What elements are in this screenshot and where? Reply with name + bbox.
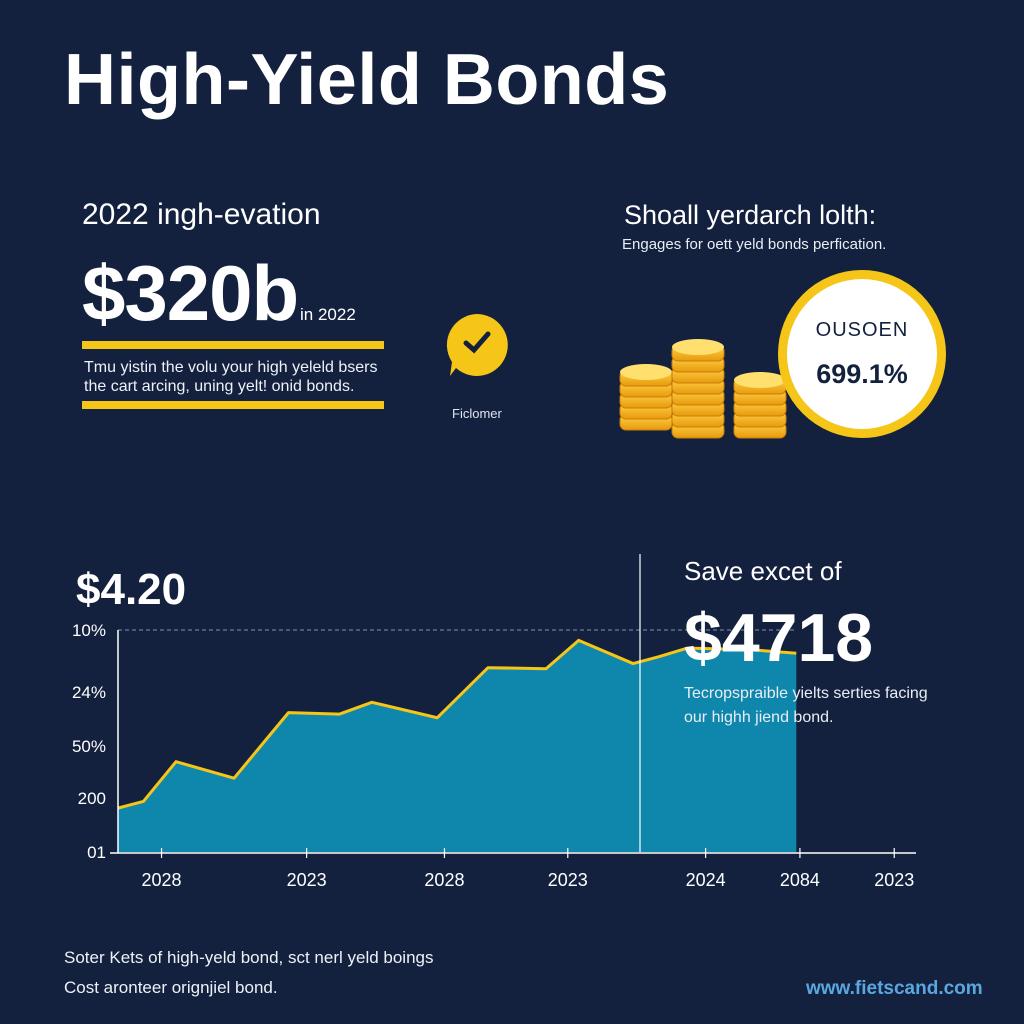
area-fill (118, 640, 797, 852)
y-tick-label: 10% (72, 621, 106, 640)
y-tick-label: 01 (87, 843, 106, 862)
x-tick-label: 2028 (424, 870, 464, 890)
yield-area-chart: 10% 24% 50% 200 01 2028 2023 2028 2023 2024 2084 20… (72, 554, 916, 890)
save-value: $4718 (684, 600, 874, 676)
stat-bottom-divider (82, 401, 384, 409)
x-tick-label: 2024 (686, 870, 726, 890)
footer-url-link[interactable]: www.fietscand.com (806, 978, 983, 999)
stat-year: in 2022 (300, 305, 356, 324)
coin-top-2 (734, 372, 786, 388)
save-heading: Save excet of (684, 556, 842, 586)
stat-description: Tmu yistin the volu your high yeleld bse… (84, 359, 378, 395)
footer-line-1: Soter Kets of high-yeld bond, sct nerl y… (64, 948, 434, 967)
y-tick-label: 200 (78, 789, 106, 808)
badge-label: OUSOEN (815, 319, 909, 341)
x-tick-label: 2023 (287, 870, 327, 890)
x-tick-label: 2023 (874, 870, 914, 890)
footer-line-2: Cost aronteer orignjiel bond. (64, 978, 278, 997)
coin-top-0 (620, 364, 672, 380)
page-title: High-Yield Bonds (64, 40, 670, 120)
stat-value: $320b (82, 249, 299, 337)
x-tick-label: 2028 (142, 870, 182, 890)
x-tick-label: 2023 (548, 870, 588, 890)
check-bubble-icon (446, 314, 508, 376)
y-tick-label: 24% (72, 683, 106, 702)
series-line (117, 638, 797, 810)
coin-stack-icon (619, 339, 787, 439)
right-subheading: Engages for oett yeld bonds perfication. (622, 236, 887, 253)
stat-top-divider (82, 341, 384, 349)
stat-label: 2022 ingh-evation (82, 198, 321, 231)
follow-label: Ficlomer (452, 406, 502, 421)
chart-title: $4.20 (76, 565, 187, 614)
x-tick-label: 2084 (780, 870, 820, 890)
badge-value: 699.1% (816, 359, 908, 389)
yield-badge: OUSOEN 699.1% (778, 270, 946, 438)
y-tick-label: 50% (72, 737, 106, 756)
coin-top-1 (672, 339, 724, 355)
save-description: Tecropspraible yielts serties facing our… (684, 685, 928, 726)
right-heading: Shoall yerdarch lolth: (624, 200, 877, 230)
